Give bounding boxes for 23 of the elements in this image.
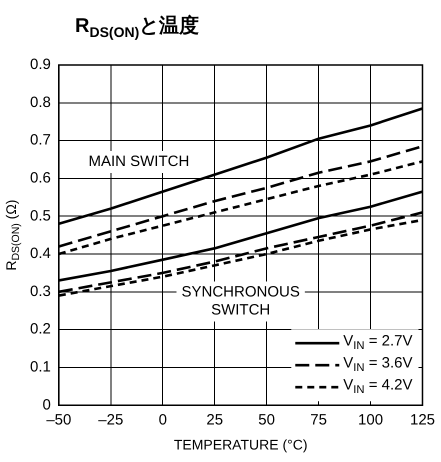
x-axis-title: TEMPERATURE (°C): [174, 436, 308, 452]
x-tick-label: 0: [158, 411, 167, 428]
y-tick-label: 0.1: [30, 358, 51, 376]
y-tick-label: 0.5: [30, 207, 51, 224]
y-axis-title: RDS(ON) (Ω): [2, 200, 22, 271]
x-tick-label: 50: [258, 411, 275, 428]
y-tick-label: 0.9: [30, 56, 51, 74]
chart-title: R$_{DS(ON)}$と温度: [75, 14, 200, 40]
annotation: MAIN SWITCH: [88, 153, 190, 170]
x-tick-label: 100: [358, 411, 384, 428]
x-tick-label: –25: [98, 411, 124, 428]
y-tick-label: 0.2: [30, 320, 51, 338]
y-tick-label: 0.6: [30, 170, 51, 187]
y-tick-label: 0.3: [30, 282, 51, 300]
y-tick-label: 0: [42, 396, 51, 414]
annotation: SYNCHRONOUS SWITCH: [181, 284, 300, 319]
y-tick-label: 0.7: [30, 132, 51, 149]
y-tick-label: 0.4: [30, 245, 51, 262]
y-tick-label: 0.8: [30, 94, 51, 111]
x-tick-label: 75: [310, 411, 327, 428]
x-tick-label: 125: [410, 411, 435, 428]
x-tick-label: 25: [206, 411, 224, 428]
x-tick-label: –50: [46, 411, 72, 428]
